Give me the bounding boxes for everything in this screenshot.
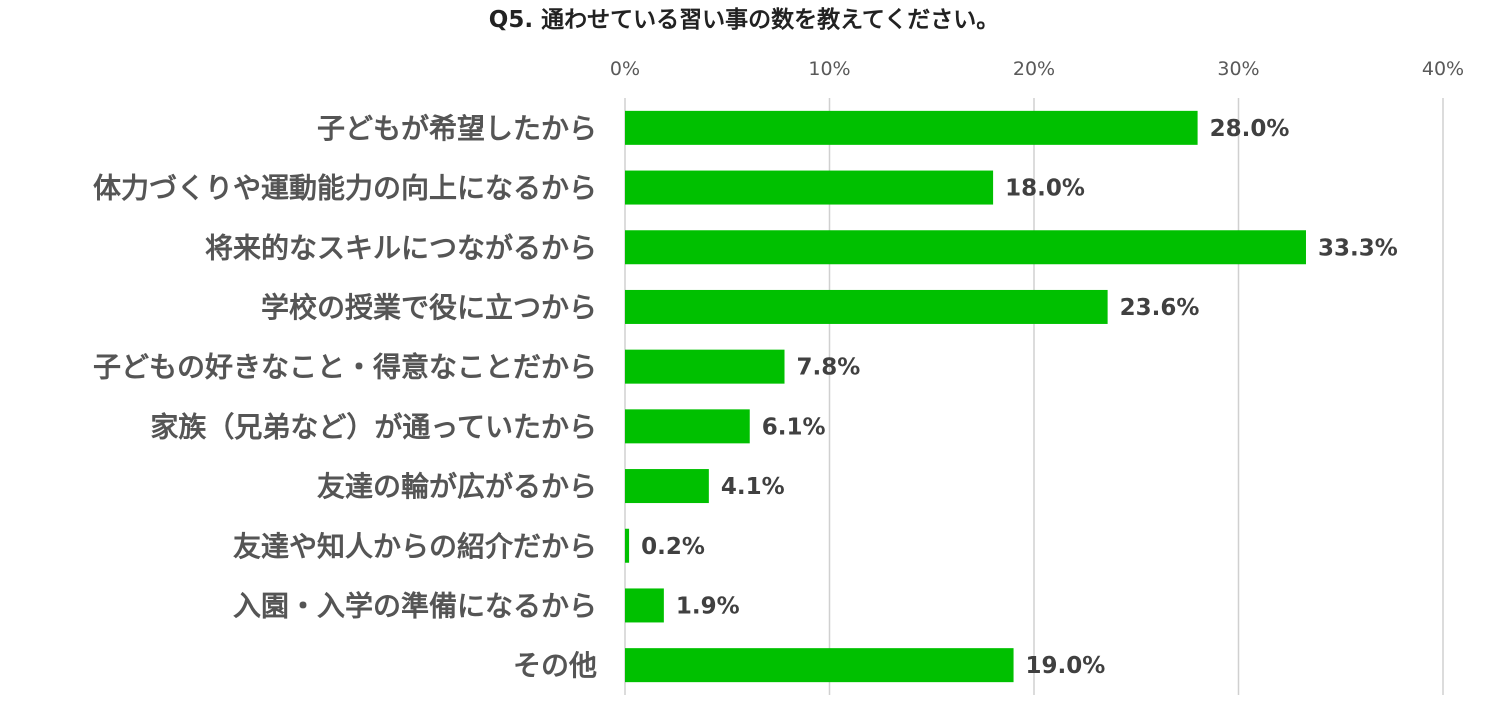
value-label: 33.3% — [1318, 235, 1398, 261]
bar — [625, 349, 785, 384]
x-tick-label: 20% — [1013, 58, 1055, 80]
category-label: 入園・入学の準備になるから — [233, 589, 597, 622]
category-label: 子どもの好きなこと・得意なことだから — [93, 351, 597, 384]
value-label: 28.0% — [1210, 116, 1290, 142]
value-label: 4.1% — [721, 474, 785, 500]
bar — [625, 230, 1306, 265]
x-tick-label: 10% — [808, 58, 850, 80]
category-label: 子どもが希望したから — [317, 112, 597, 145]
bar — [625, 528, 630, 563]
category-label: 家族（兄弟など）が通っていたから — [150, 410, 597, 443]
value-label: 23.6% — [1120, 295, 1200, 321]
category-label: 体力づくりや運動能力の向上になるから — [93, 172, 597, 205]
value-label: 1.9% — [676, 593, 740, 619]
category-label: 学校の授業で役に立つから — [261, 291, 597, 324]
value-label: 18.0% — [1005, 176, 1085, 202]
bar — [625, 409, 750, 444]
category-label: 友達や知人からの紹介だから — [233, 530, 597, 563]
category-label: その他 — [513, 649, 597, 682]
bar — [625, 588, 664, 623]
x-tick-label: 0% — [610, 58, 640, 80]
category-label: 友達の輪が広がるから — [317, 470, 597, 503]
category-label: 将来的なスキルにつながるから — [205, 231, 597, 264]
bar — [625, 469, 709, 504]
value-labels: 28.0% 18.0% 33.3% 23.6% 7.8% 6.1% 4.1% 0.2% 1.9%… — [641, 116, 1398, 679]
value-label: 6.1% — [762, 414, 826, 440]
bars — [625, 110, 1306, 683]
value-label: 19.0% — [1026, 653, 1106, 679]
x-tick-label: 40% — [1422, 58, 1464, 80]
x-tick-label: 30% — [1217, 58, 1259, 80]
value-label: 0.2% — [641, 534, 705, 560]
bar — [625, 648, 1014, 683]
bar — [625, 110, 1198, 145]
category-labels: 子どもが希望したから体力づくりや運動能力の向上になるから将来的なスキルにつながる… — [93, 112, 597, 682]
chart-title: Q5. 通わせている習い事の数を教えてください。 — [489, 6, 999, 33]
bar — [625, 170, 994, 205]
value-label: 7.8% — [797, 355, 861, 381]
x-axis-ticks: 0% 10% 20% 30% 40% — [610, 58, 1464, 80]
bar — [625, 289, 1108, 324]
